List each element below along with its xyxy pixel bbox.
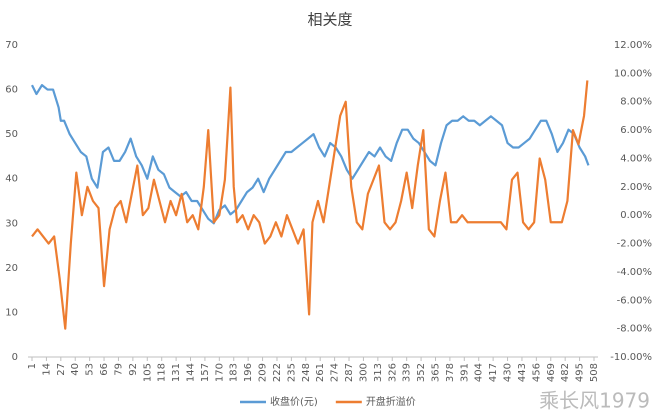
x-tick-label: 261: [315, 363, 326, 382]
y2-tick-label: 0.00%: [620, 210, 652, 221]
chart-title: 相关度: [307, 11, 352, 29]
y2-tick-label: 2.00%: [620, 182, 652, 193]
x-tick-label: 404: [474, 363, 485, 382]
y2-tick-label: -8.00%: [617, 324, 652, 335]
x-tick-label: 274: [330, 363, 341, 382]
x-tick-label: 183: [229, 363, 240, 382]
y-tick-label: 70: [5, 40, 18, 51]
y-tick-label: 60: [5, 85, 18, 96]
y-tick-label: 20: [5, 263, 18, 274]
x-tick-label: 456: [531, 363, 542, 382]
x-tick-label: 1: [27, 363, 38, 369]
x-tick-label: 313: [373, 363, 384, 382]
y2-tick-label: 12.00%: [614, 40, 652, 51]
legend-label: 收盘价(元): [270, 395, 318, 408]
watermark: 乘长风1979: [539, 389, 650, 413]
x-tick-label: 131: [171, 363, 182, 382]
x-tick-label: 326: [387, 363, 398, 382]
y2-tick-label: 10.00%: [614, 68, 652, 79]
x-tick-label: 27: [56, 363, 67, 376]
x-tick-label: 248: [301, 363, 312, 382]
x-tick-label: 443: [517, 363, 528, 382]
x-tick-label: 365: [430, 363, 441, 382]
x-tick-label: 378: [445, 363, 456, 382]
y2-tick-label: -4.00%: [617, 267, 652, 278]
legend-label: 开盘折溢价: [366, 395, 416, 408]
series-line: [31, 80, 589, 330]
x-tick-label: 92: [128, 363, 139, 376]
x-tick-label: 300: [358, 363, 369, 382]
x-tick-label: 170: [214, 363, 225, 382]
y2-tick-label: -2.00%: [617, 239, 652, 250]
x-tick-label: 339: [402, 363, 413, 382]
series-line: [31, 84, 590, 225]
x-tick-label: 196: [243, 363, 254, 382]
x-tick-label: 144: [186, 363, 197, 382]
y2-tick-label: 6.00%: [620, 125, 652, 136]
x-tick-label: 469: [546, 363, 557, 382]
x-tick-label: 287: [344, 363, 355, 382]
x-tick-label: 430: [503, 363, 514, 382]
x-tick-label: 209: [258, 363, 269, 382]
x-tick-label: 157: [200, 363, 211, 382]
x-tick-label: 495: [575, 363, 586, 382]
x-tick-label: 508: [589, 363, 600, 382]
x-tick-label: 79: [113, 363, 124, 376]
x-tick-label: 40: [70, 363, 81, 376]
y-tick-label: 10: [5, 307, 18, 318]
x-tick-label: 14: [41, 363, 52, 376]
x-tick-label: 235: [286, 363, 297, 382]
y-tick-label: 30: [5, 218, 18, 229]
x-tick-label: 222: [272, 363, 283, 382]
x-tick-label: 352: [416, 363, 427, 382]
x-tick-label: 53: [85, 363, 96, 376]
y2-tick-label: -10.00%: [610, 352, 652, 363]
x-tick-label: 482: [560, 363, 571, 382]
y-tick-label: 0: [12, 352, 18, 363]
x-tick-label: 66: [99, 363, 110, 376]
y2-tick-label: 8.00%: [620, 97, 652, 108]
y2-tick-label: 4.00%: [620, 153, 652, 164]
x-tick-label: 118: [157, 363, 168, 382]
x-tick-label: 105: [142, 363, 153, 382]
y-tick-label: 40: [5, 174, 18, 185]
y2-tick-label: -6.00%: [617, 295, 652, 306]
x-tick-label: 391: [459, 363, 470, 382]
y-tick-label: 50: [5, 129, 18, 140]
x-tick-label: 417: [488, 363, 499, 382]
